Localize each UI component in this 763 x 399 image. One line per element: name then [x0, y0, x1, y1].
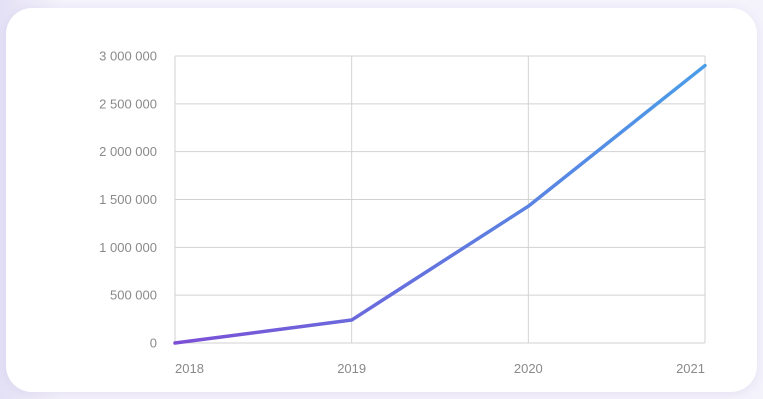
- y-tick-label: 1 000 000: [99, 240, 157, 255]
- x-axis-labels: 2018 2019 2020 2021: [175, 361, 705, 376]
- x-tick-label: 2018: [175, 361, 204, 376]
- x-tick-label: 2020: [514, 361, 543, 376]
- x-tick-label: 2019: [337, 361, 366, 376]
- y-axis-labels: 0 500 000 1 000 000 1 500 000 2 000 000 2 500…: [99, 49, 157, 351]
- grid: [174, 55, 706, 344]
- y-tick-label: 2 000 000: [99, 144, 157, 159]
- series-line: [173, 63, 707, 345]
- y-tick-label: 0: [150, 336, 157, 351]
- y-tick-label: 2 500 000: [99, 96, 157, 111]
- x-tick-label: 2021: [676, 361, 705, 376]
- y-tick-label: 500 000: [110, 288, 157, 303]
- series-layer: [173, 63, 707, 345]
- y-tick-label: 1 500 000: [99, 192, 157, 207]
- y-tick-label: 3 000 000: [99, 49, 157, 64]
